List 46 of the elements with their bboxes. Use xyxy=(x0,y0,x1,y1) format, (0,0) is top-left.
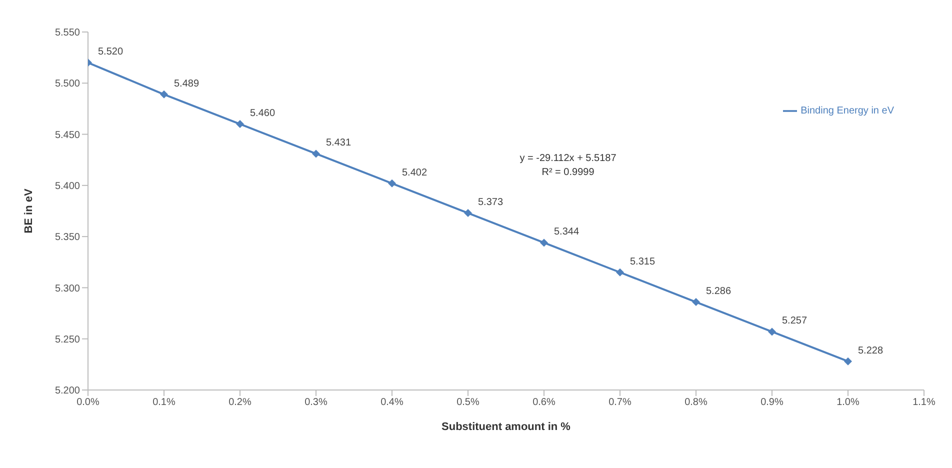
point xyxy=(464,209,472,218)
x-tick-label: 0.8% xyxy=(684,397,708,408)
legend-label: Binding Energy in eV xyxy=(800,106,894,117)
point xyxy=(312,150,320,158)
point xyxy=(692,298,700,306)
data-label: 5.228 xyxy=(858,345,884,356)
point xyxy=(540,238,548,247)
x-tick-label: 0.2% xyxy=(228,397,252,408)
x-tick-label: 0.5% xyxy=(456,397,480,408)
x-tick-label: 0.3% xyxy=(304,397,328,408)
data-label: 5.373 xyxy=(478,197,504,208)
data-label: 5.489 xyxy=(174,78,200,90)
y-tick-label: 5.550 xyxy=(54,28,80,39)
x-tick-label: 0.9% xyxy=(760,397,784,408)
data-label: 5.315 xyxy=(630,256,656,268)
x-tick-label: 0.7% xyxy=(608,397,632,408)
y-tick-label: 5.350 xyxy=(54,232,80,244)
data-label: 5.344 xyxy=(554,226,580,238)
x-tick-label: 0.4% xyxy=(380,397,404,408)
y-axis-title: BE in eV xyxy=(22,188,35,234)
y-tick-label: 5.500 xyxy=(54,78,80,90)
x-tick-label: 1.1% xyxy=(912,397,936,408)
y-tick-label: 5.450 xyxy=(54,130,80,141)
y-tick-label: 5.300 xyxy=(54,283,80,294)
data-label: 5.402 xyxy=(402,167,428,178)
x-tick-label: 0.0% xyxy=(76,397,100,408)
data-label: 5.286 xyxy=(706,286,732,298)
data-label: 5.520 xyxy=(98,46,124,58)
point xyxy=(388,179,396,188)
x-axis-title: Substituent amount in % xyxy=(442,421,571,433)
point xyxy=(768,328,776,336)
data-label: 5.257 xyxy=(782,316,808,327)
annotation: R² = 0.9999 xyxy=(540,167,596,178)
point xyxy=(236,120,244,128)
point xyxy=(844,357,852,366)
point xyxy=(616,268,624,276)
x-tick-label: 1.0% xyxy=(836,397,860,408)
y-tick-label: 5.200 xyxy=(54,386,80,397)
data-label: 5.460 xyxy=(250,108,276,120)
annotation: y = -29.112x + 5.5187 xyxy=(518,153,618,164)
data-label: 5.431 xyxy=(326,138,352,149)
y-tick-label: 5.400 xyxy=(54,180,80,192)
x-tick-label: 0.1% xyxy=(152,397,176,408)
x-tick-label: 0.6% xyxy=(532,397,556,408)
y-tick-label: 5.250 xyxy=(54,334,80,346)
point xyxy=(160,90,168,98)
